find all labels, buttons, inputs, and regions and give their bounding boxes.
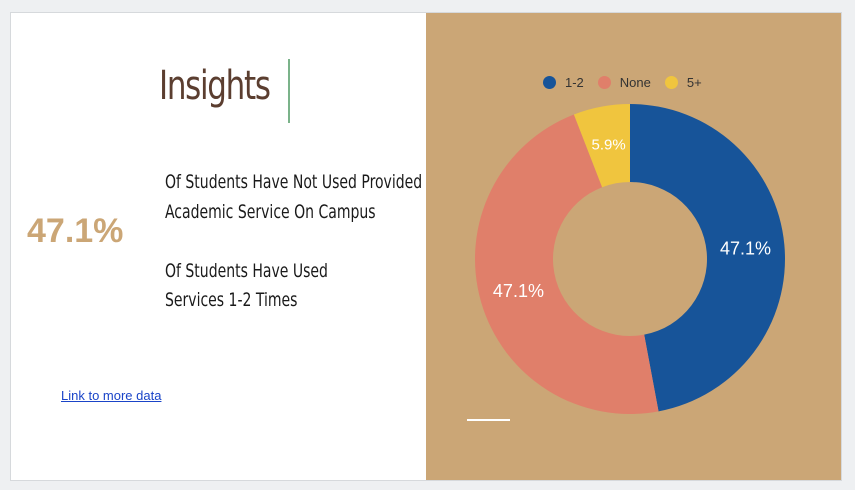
data-label-1-2: 47.1%	[720, 238, 771, 258]
legend-swatch	[597, 76, 611, 89]
statement-line-3: Of Students Have Used	[165, 260, 328, 282]
legend-swatch	[543, 76, 556, 89]
data-label-5-plus: 5.9%	[592, 136, 626, 153]
legend-label: 5+	[686, 75, 702, 90]
statement-line-4: Services 1-2 Times	[165, 289, 298, 311]
more-data-link[interactable]: Link to more data	[61, 388, 162, 403]
legend-label: 1-2	[565, 75, 584, 90]
legend-item-none: None	[597, 75, 651, 90]
legend-item-5-plus: 5+	[664, 75, 702, 90]
legend-label: None	[619, 75, 651, 90]
chart-panel: 1-2 None 5+ 47.1% 47.1% 5.9%	[426, 13, 841, 480]
donut-slice-1-2	[630, 104, 786, 412]
donut-slice-5-plus	[573, 104, 630, 188]
page-title: Insights	[159, 63, 271, 109]
legend-swatch	[664, 76, 678, 89]
statement-line-1: Of Students Have Not Used Provided	[165, 171, 423, 193]
footer-accent-line	[467, 419, 510, 421]
data-label-none: 47.1%	[493, 281, 544, 301]
insights-panel: Insights 47.1% Of Students Have Not Used…	[11, 13, 426, 480]
statement-line-2: Academic Service On Campus	[165, 201, 376, 223]
donut-chart: 47.1% 47.1% 5.9%	[474, 104, 786, 415]
slide: Insights 47.1% Of Students Have Not Used…	[11, 13, 841, 480]
legend-item-1-2: 1-2	[543, 75, 584, 90]
highlight-stat: 47.1%	[27, 212, 124, 250]
chart-legend: 1-2 None 5+	[543, 75, 702, 90]
title-divider	[288, 59, 290, 123]
donut-slice-none	[474, 114, 659, 415]
